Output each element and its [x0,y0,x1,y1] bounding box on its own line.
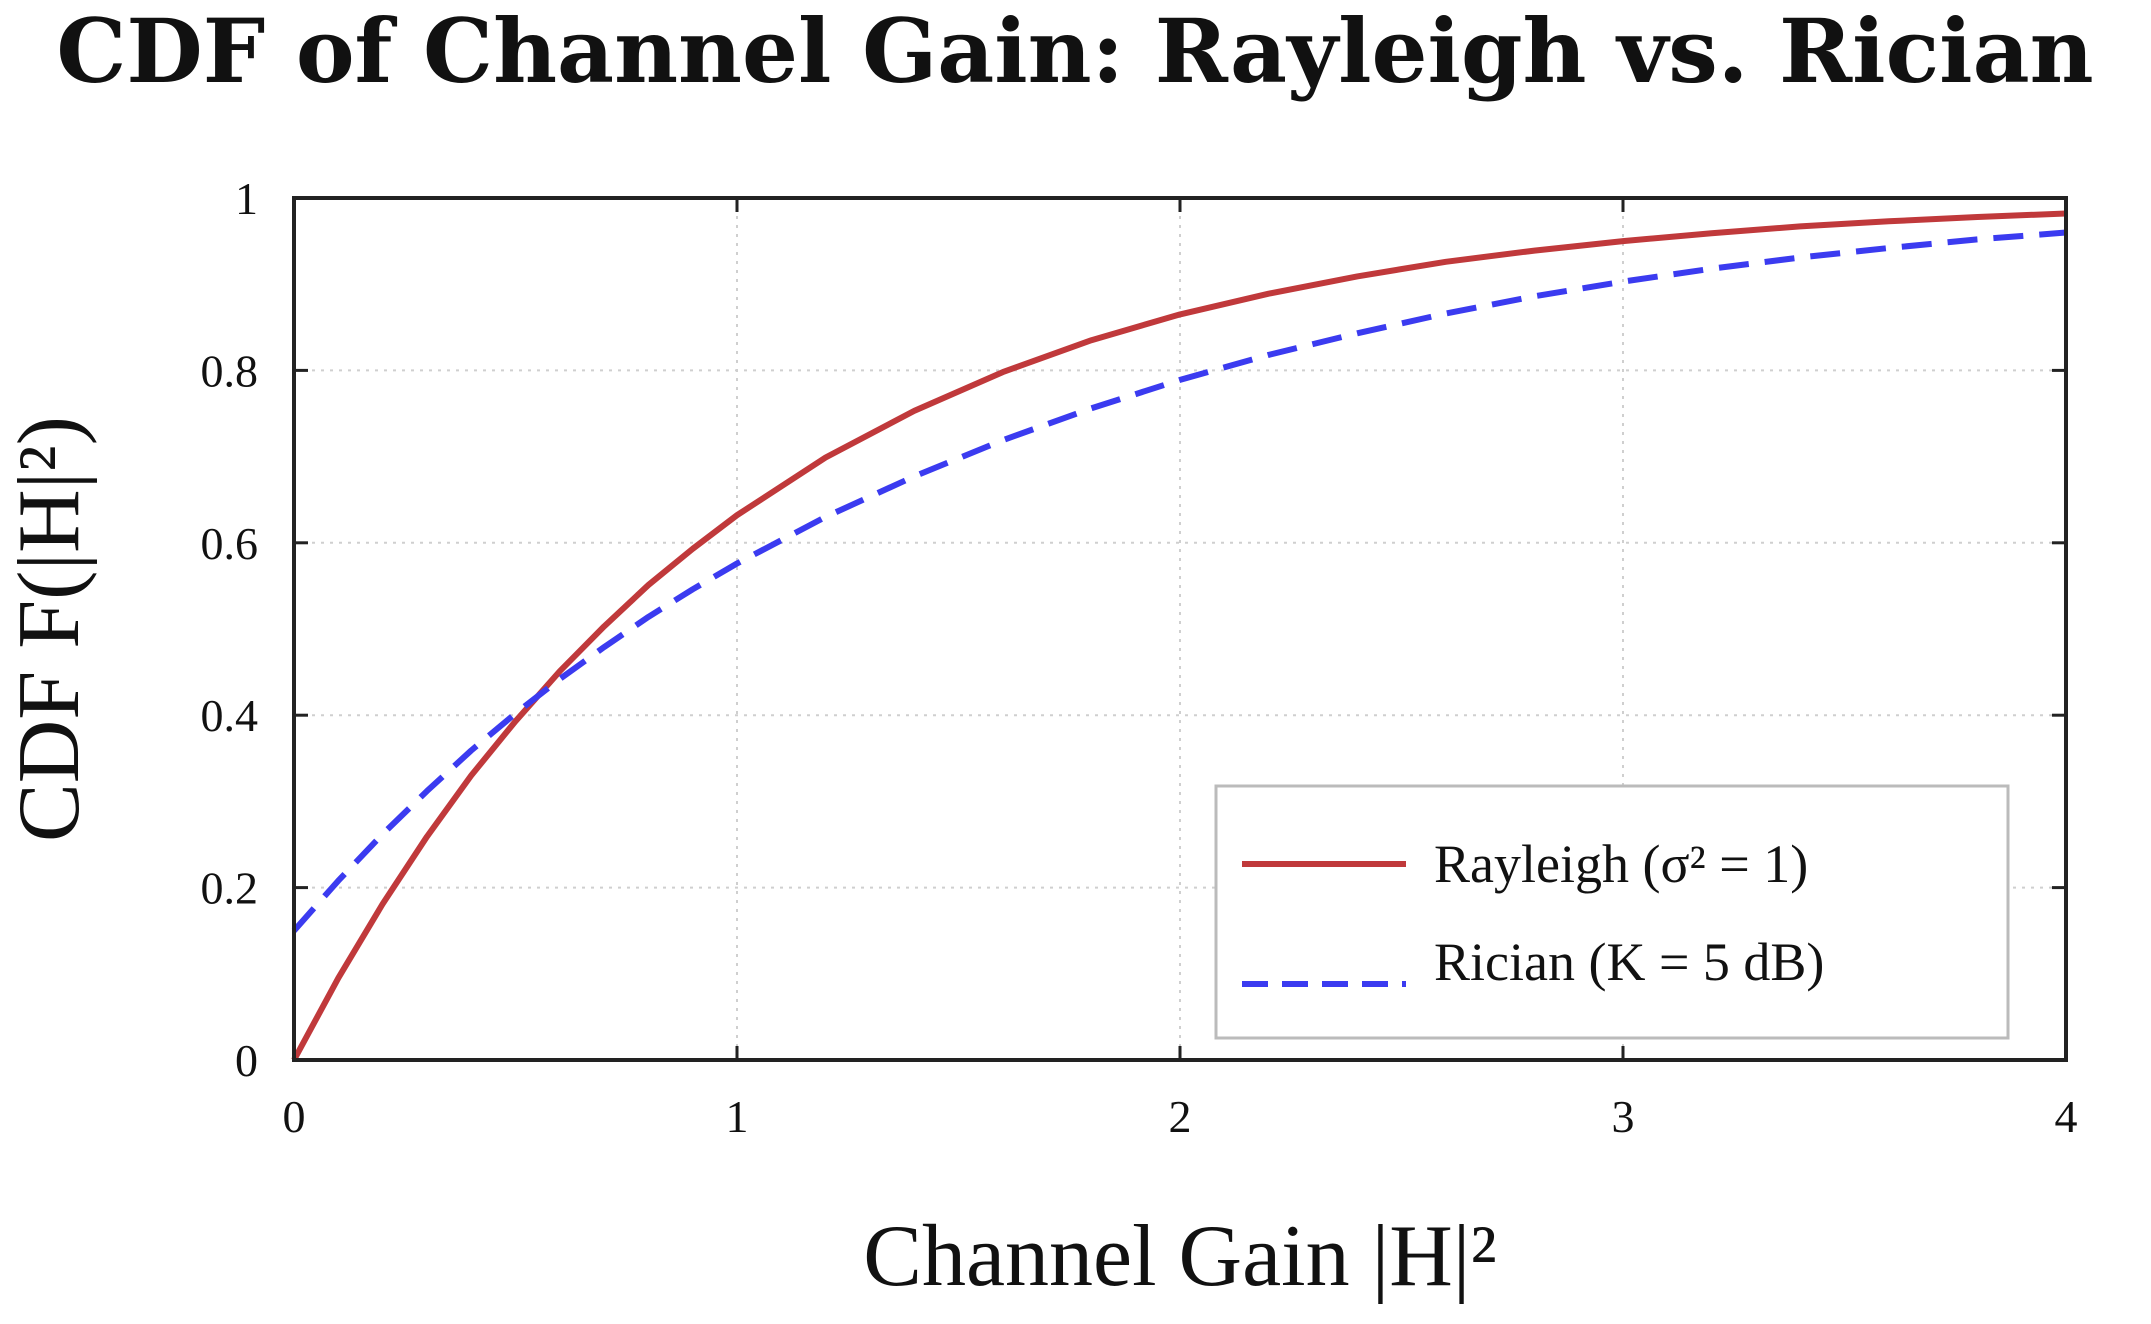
series-line-rayleigh [291,210,2067,1062]
x-tick-label: 1 [726,1091,749,1142]
y-tick-label: 0.8 [201,345,259,396]
y-ticks: 0 0.2 0.4 0.6 0.8 1 [201,173,2066,1086]
y-tick-label: 1 [235,173,258,224]
y-tick-label: 0.4 [201,690,259,741]
y-axis-label: CDF F(|H|²) [1,416,98,842]
y-tick-label: 0.2 [201,863,259,914]
x-tick-label: 2 [1169,1091,1192,1142]
x-tick-label: 3 [1612,1091,1635,1142]
x-axis-label: Channel Gain |H|² [863,1208,1497,1305]
series-layer [291,210,2067,1062]
y-tick-label: 0.6 [201,518,259,569]
series-line-rician [291,229,2067,933]
x-tick-label: 0 [283,1091,306,1142]
legend-label-rician: Rician (K = 5 dB) [1434,932,1824,992]
legend-box [1214,784,2010,1040]
legend-label-rayleigh: Rayleigh (σ² = 1) [1434,834,1808,894]
y-tick-label: 0 [235,1035,258,1086]
legend: Rayleigh (σ² = 1) Rician (K = 5 dB) [1214,784,2010,1040]
chart-title: CDF of Channel Gain: Rayleigh vs. Rician [56,0,2093,103]
x-tick-label: 4 [2055,1091,2078,1142]
x-ticks: 0 1 2 3 4 [283,198,2078,1142]
